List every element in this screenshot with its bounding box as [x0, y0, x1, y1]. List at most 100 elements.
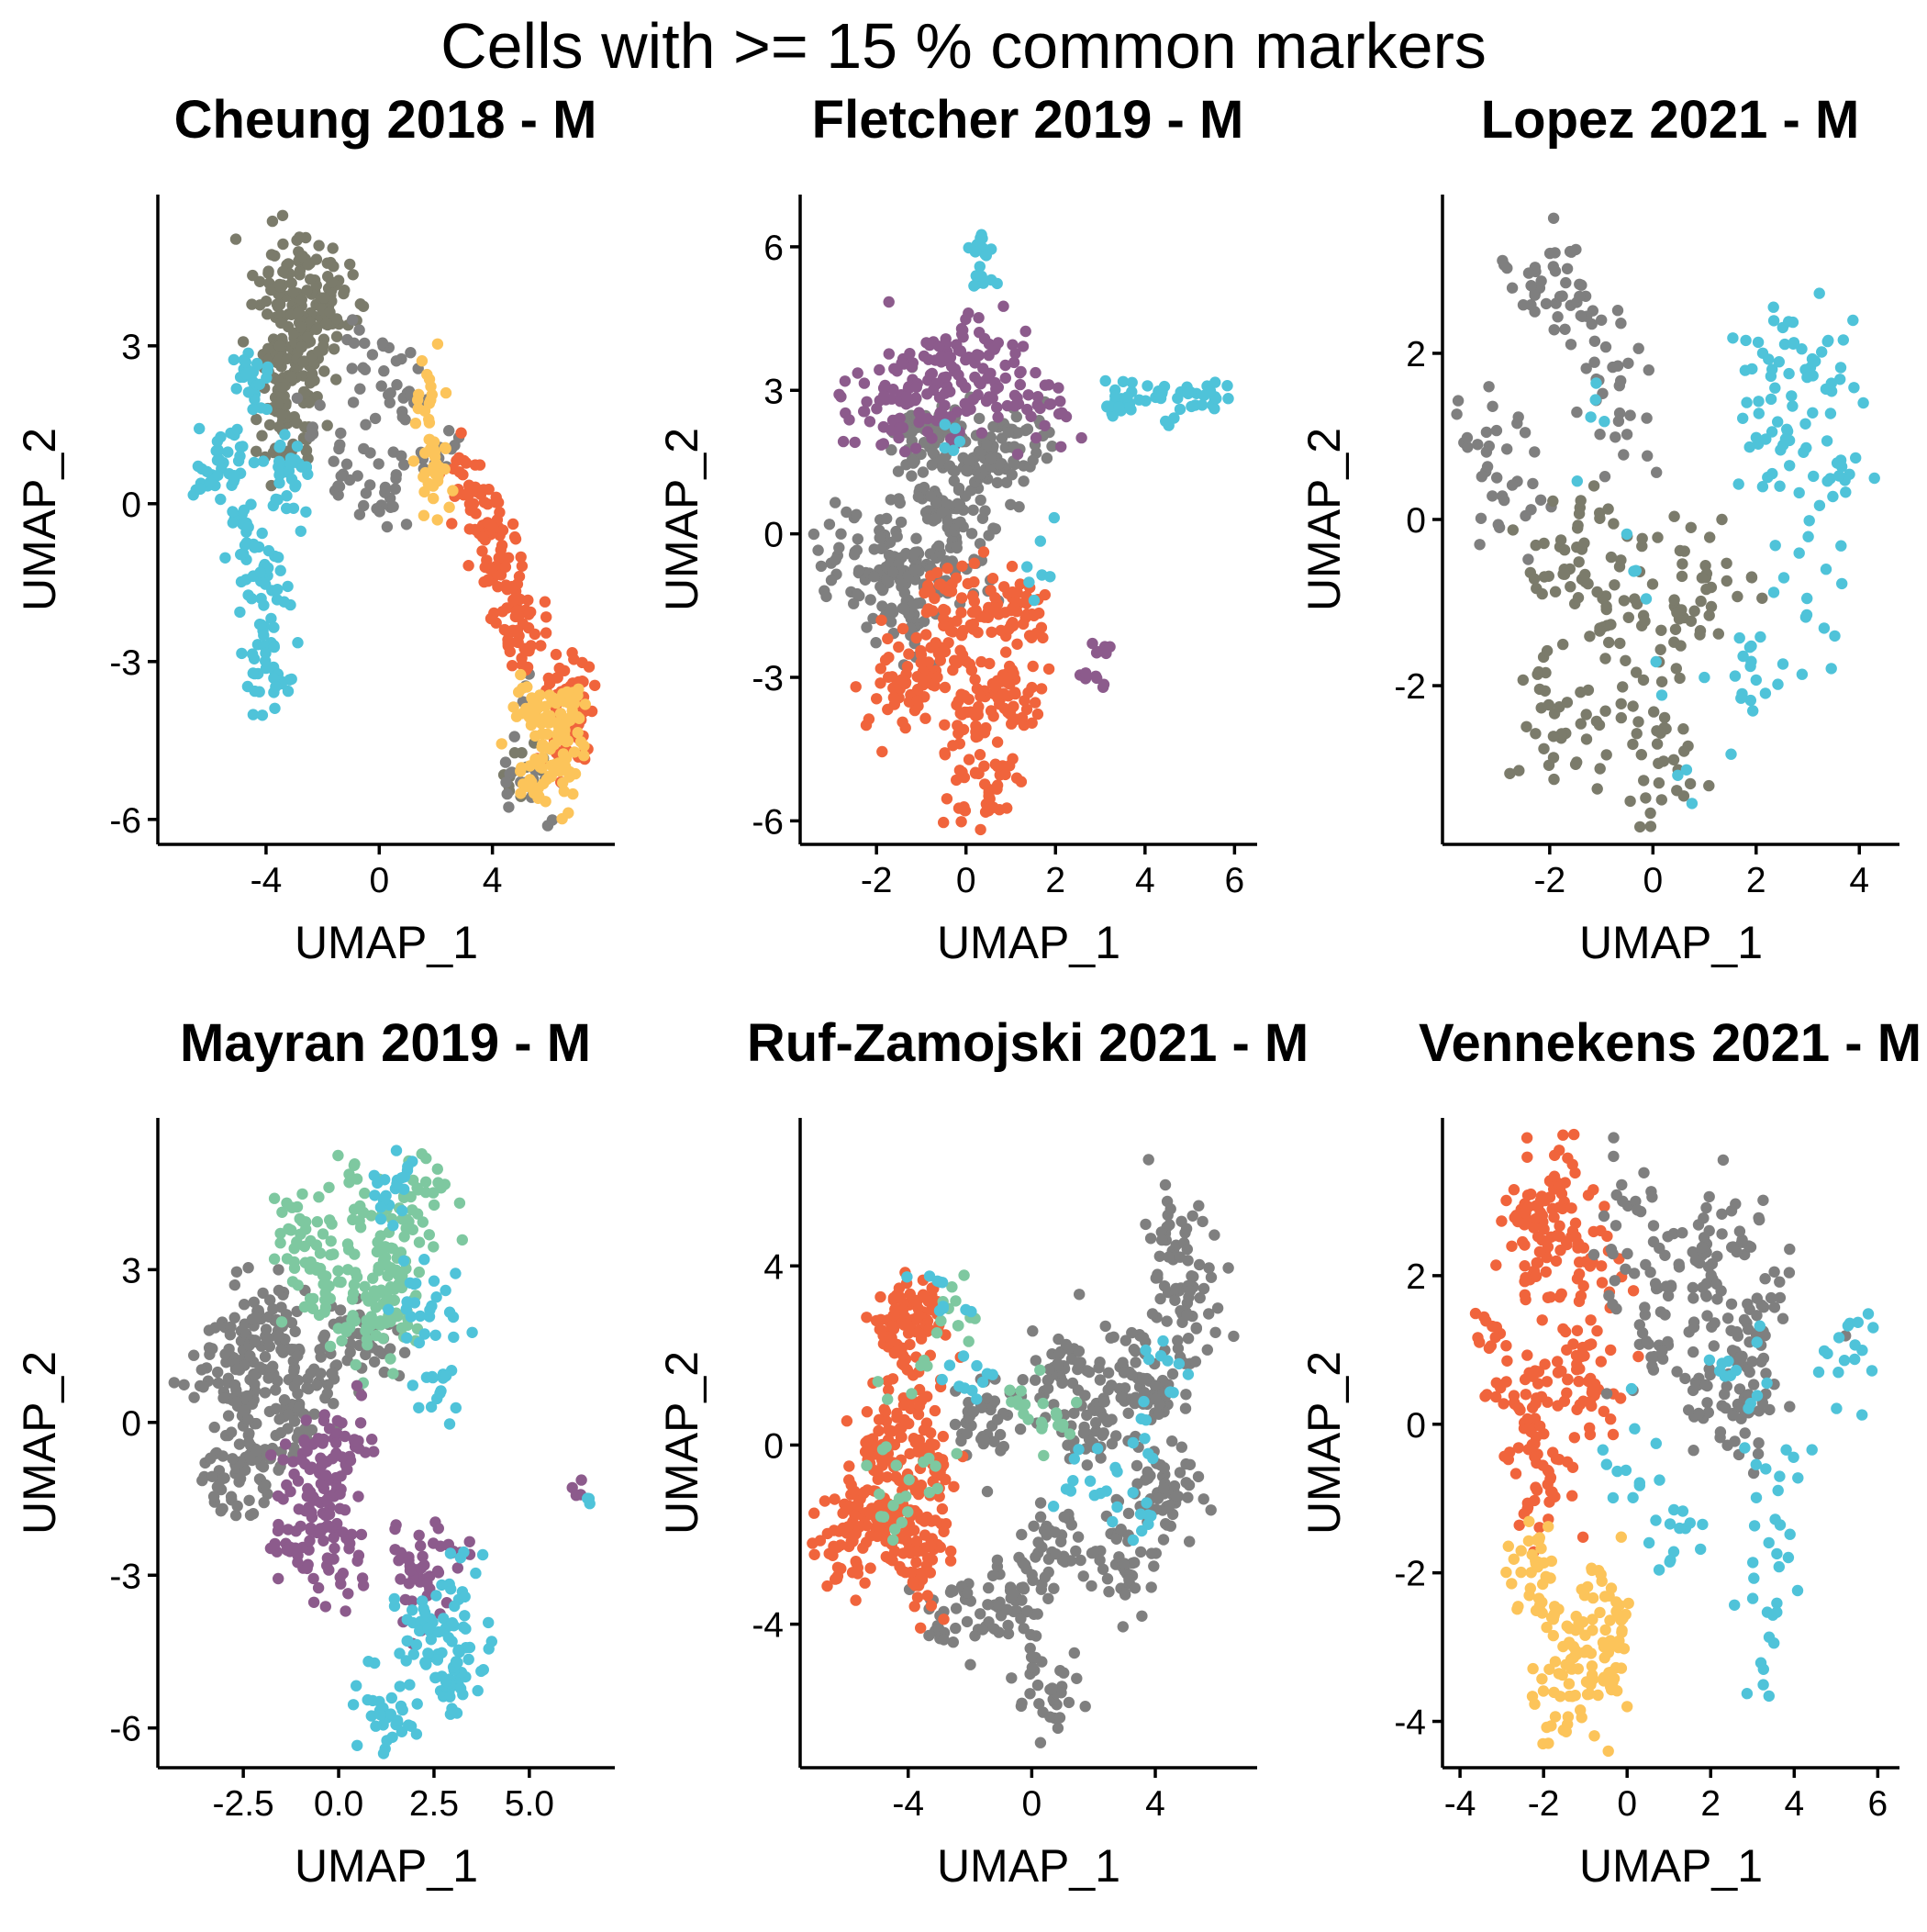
data-point: [347, 314, 358, 325]
data-point: [1121, 391, 1132, 402]
data-point: [1631, 666, 1642, 677]
data-point: [384, 1343, 395, 1354]
data-point: [204, 1349, 215, 1360]
data-point: [1500, 1340, 1511, 1351]
data-point: [1529, 446, 1540, 457]
data-point: [907, 362, 918, 373]
data-point: [1751, 1310, 1762, 1321]
data-point: [808, 1549, 819, 1560]
data-point: [1451, 408, 1462, 419]
data-point: [1024, 1688, 1035, 1699]
data-point: [891, 1412, 902, 1423]
data-point: [1491, 472, 1502, 483]
data-point: [169, 1377, 180, 1388]
data-point: [1671, 607, 1682, 618]
data-point: [426, 1402, 437, 1413]
data-point: [935, 578, 946, 589]
data-point: [522, 781, 533, 792]
x-tick-label: 2.5: [409, 1784, 459, 1824]
data-point: [1603, 637, 1614, 648]
data-point: [822, 1528, 833, 1539]
data-point: [273, 477, 284, 488]
data-point: [1573, 592, 1584, 603]
data-point: [440, 1370, 451, 1381]
data-point: [274, 440, 285, 451]
data-point: [992, 761, 1003, 772]
data-point: [1754, 408, 1765, 419]
data-point: [1637, 533, 1648, 544]
data-point: [1556, 290, 1567, 301]
data-point: [1582, 578, 1593, 589]
data-point: [413, 389, 424, 400]
data-point: [322, 1379, 333, 1390]
data-point: [848, 598, 859, 609]
data-point: [276, 409, 287, 420]
data-point: [1069, 1647, 1080, 1658]
data-point: [1019, 1583, 1030, 1594]
data-point: [1709, 1340, 1720, 1351]
data-point: [1521, 1349, 1532, 1360]
data-point: [1537, 1738, 1548, 1749]
data-point: [954, 765, 965, 776]
data-point: [319, 1409, 330, 1420]
data-point: [944, 1359, 955, 1370]
data-point: [578, 741, 589, 752]
data-point: [370, 413, 381, 424]
data-point: [1212, 1302, 1223, 1313]
data-point: [1518, 299, 1529, 310]
data-point: [1716, 1209, 1727, 1220]
data-point: [1821, 564, 1832, 575]
data-point: [1453, 395, 1464, 406]
data-point: [540, 597, 551, 608]
data-point: [1080, 1701, 1091, 1712]
data-point: [1462, 432, 1473, 443]
data-point: [259, 1497, 270, 1508]
data-point: [911, 1536, 922, 1547]
data-point: [952, 542, 963, 553]
data-point: [446, 1703, 457, 1714]
data-point: [938, 1634, 949, 1645]
data-point: [915, 645, 926, 656]
data-point: [1048, 1501, 1059, 1512]
data-point: [1003, 624, 1014, 635]
data-point: [1722, 1312, 1733, 1323]
data-point: [1040, 380, 1051, 391]
data-point: [1222, 393, 1233, 404]
data-point: [1638, 775, 1649, 786]
data-point: [993, 337, 1004, 348]
data-point: [528, 698, 539, 709]
data-point: [1027, 1662, 1038, 1673]
data-point: [292, 441, 303, 452]
data-point: [290, 1326, 301, 1337]
data-point: [1760, 433, 1771, 444]
data-point: [1541, 1622, 1552, 1633]
data-point: [320, 1469, 331, 1480]
data-point: [1166, 1435, 1177, 1446]
data-point: [1544, 1473, 1555, 1484]
data-point: [1597, 1277, 1608, 1288]
data-point: [387, 501, 398, 512]
data-point: [961, 465, 972, 476]
data-point: [1525, 280, 1536, 291]
data-point: [1011, 639, 1022, 650]
data-point: [1632, 1351, 1643, 1362]
data-point: [551, 672, 563, 683]
data-point: [1637, 1327, 1648, 1338]
data-point: [1550, 1711, 1561, 1722]
data-point: [352, 470, 363, 481]
data-point: [1018, 475, 1029, 486]
data-point: [336, 471, 347, 482]
data-point: [972, 706, 983, 717]
data-point: [1588, 480, 1599, 491]
data-point: [1222, 1262, 1233, 1273]
data-point: [1574, 556, 1585, 567]
data-point: [1534, 1246, 1545, 1257]
data-point: [861, 1460, 872, 1471]
data-point: [1676, 558, 1688, 569]
data-point: [444, 1307, 455, 1318]
data-point: [1754, 1214, 1765, 1225]
data-point: [1113, 401, 1124, 412]
data-point: [971, 1360, 982, 1371]
data-point: [899, 446, 910, 457]
